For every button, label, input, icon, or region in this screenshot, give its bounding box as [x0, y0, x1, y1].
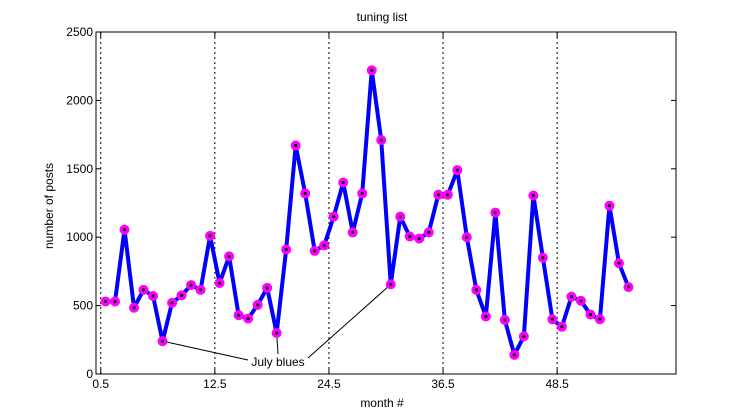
data-point-center	[455, 168, 459, 172]
data-point-center	[503, 318, 507, 322]
data-point-center	[170, 301, 174, 305]
data-point-center	[179, 293, 184, 297]
chart-title: tuning list	[357, 10, 408, 24]
series-line	[103, 68, 631, 357]
data-point-center	[227, 254, 231, 258]
x-tick-label: 36.5	[431, 377, 455, 391]
data-point-center	[398, 215, 402, 219]
axis-ticks: 0.5 12.5 24.5 36.5 48.5 0 500 1000 1500 2000 2500	[66, 25, 676, 391]
data-point-center	[607, 204, 612, 208]
data-point-center	[141, 288, 146, 292]
x-tick-label: 0.5	[92, 377, 109, 391]
data-point-center	[512, 353, 516, 357]
data-point-center	[408, 234, 412, 239]
data-point-center	[332, 215, 336, 219]
x-tick-label: 24.5	[317, 377, 341, 391]
y-tick-label: 2000	[66, 93, 93, 107]
data-point-center	[474, 288, 478, 292]
data-point-center	[132, 306, 136, 310]
y-tick-label: 1500	[66, 162, 93, 176]
data-point-center	[218, 281, 222, 285]
data-point-center	[484, 314, 488, 319]
data-point-center	[541, 256, 545, 260]
plot-frame	[95, 31, 677, 375]
annotation-label: July blues	[251, 355, 304, 369]
data-point-center	[122, 228, 127, 232]
data-point-center	[370, 68, 374, 72]
data-point-center	[379, 138, 383, 142]
data-point-center	[237, 313, 241, 317]
data-point-center	[465, 235, 469, 239]
x-tick-label: 48.5	[545, 377, 569, 391]
data-point-center	[617, 261, 621, 265]
data-point-center	[560, 325, 564, 329]
data-point-center	[427, 230, 431, 235]
data-point-center	[246, 316, 250, 321]
data-point-center	[531, 193, 535, 198]
y-tick-label: 2500	[66, 25, 93, 39]
data-point-center	[417, 236, 421, 241]
x-axis-label: month #	[360, 396, 404, 410]
data-point-center	[550, 317, 554, 321]
data-point-center	[588, 312, 593, 317]
annotation-line	[162, 340, 249, 361]
data-point-center	[313, 249, 317, 253]
annotation: July blues	[162, 284, 392, 369]
annotation-line	[307, 284, 392, 359]
data-point-center	[446, 193, 450, 197]
data-point-center	[303, 191, 307, 196]
data-point-center	[389, 282, 393, 286]
series-layer	[100, 65, 634, 360]
data-point-center	[322, 243, 326, 248]
data-point-center	[341, 180, 345, 185]
y-tick-label: 0	[86, 367, 93, 381]
data-point-center	[351, 230, 355, 235]
data-point-center	[360, 191, 364, 196]
data-point-center	[626, 285, 631, 289]
data-point-center	[284, 247, 288, 252]
data-point-center	[160, 339, 165, 343]
data-point-center	[103, 299, 108, 304]
data-point-center	[113, 299, 117, 304]
y-tick-label: 500	[73, 299, 93, 313]
y-axis-label: number of posts	[42, 163, 56, 249]
data-point-center	[493, 210, 497, 215]
data-point-center	[569, 295, 574, 299]
data-point-center	[208, 234, 212, 238]
data-point-center	[436, 193, 440, 197]
data-point-center	[256, 303, 260, 307]
month-divider-lines	[100, 32, 558, 374]
data-point-center	[189, 283, 193, 287]
data-point-center	[522, 334, 526, 338]
data-point-center	[598, 317, 602, 321]
data-point-center	[294, 143, 298, 148]
data-point-center	[275, 331, 279, 335]
data-point-center	[151, 294, 155, 298]
y-tick-label: 1000	[66, 230, 93, 244]
data-point-center	[579, 299, 583, 303]
x-tick-label: 12.5	[203, 377, 227, 391]
data-point-center	[198, 288, 203, 292]
data-point-center	[265, 286, 269, 290]
